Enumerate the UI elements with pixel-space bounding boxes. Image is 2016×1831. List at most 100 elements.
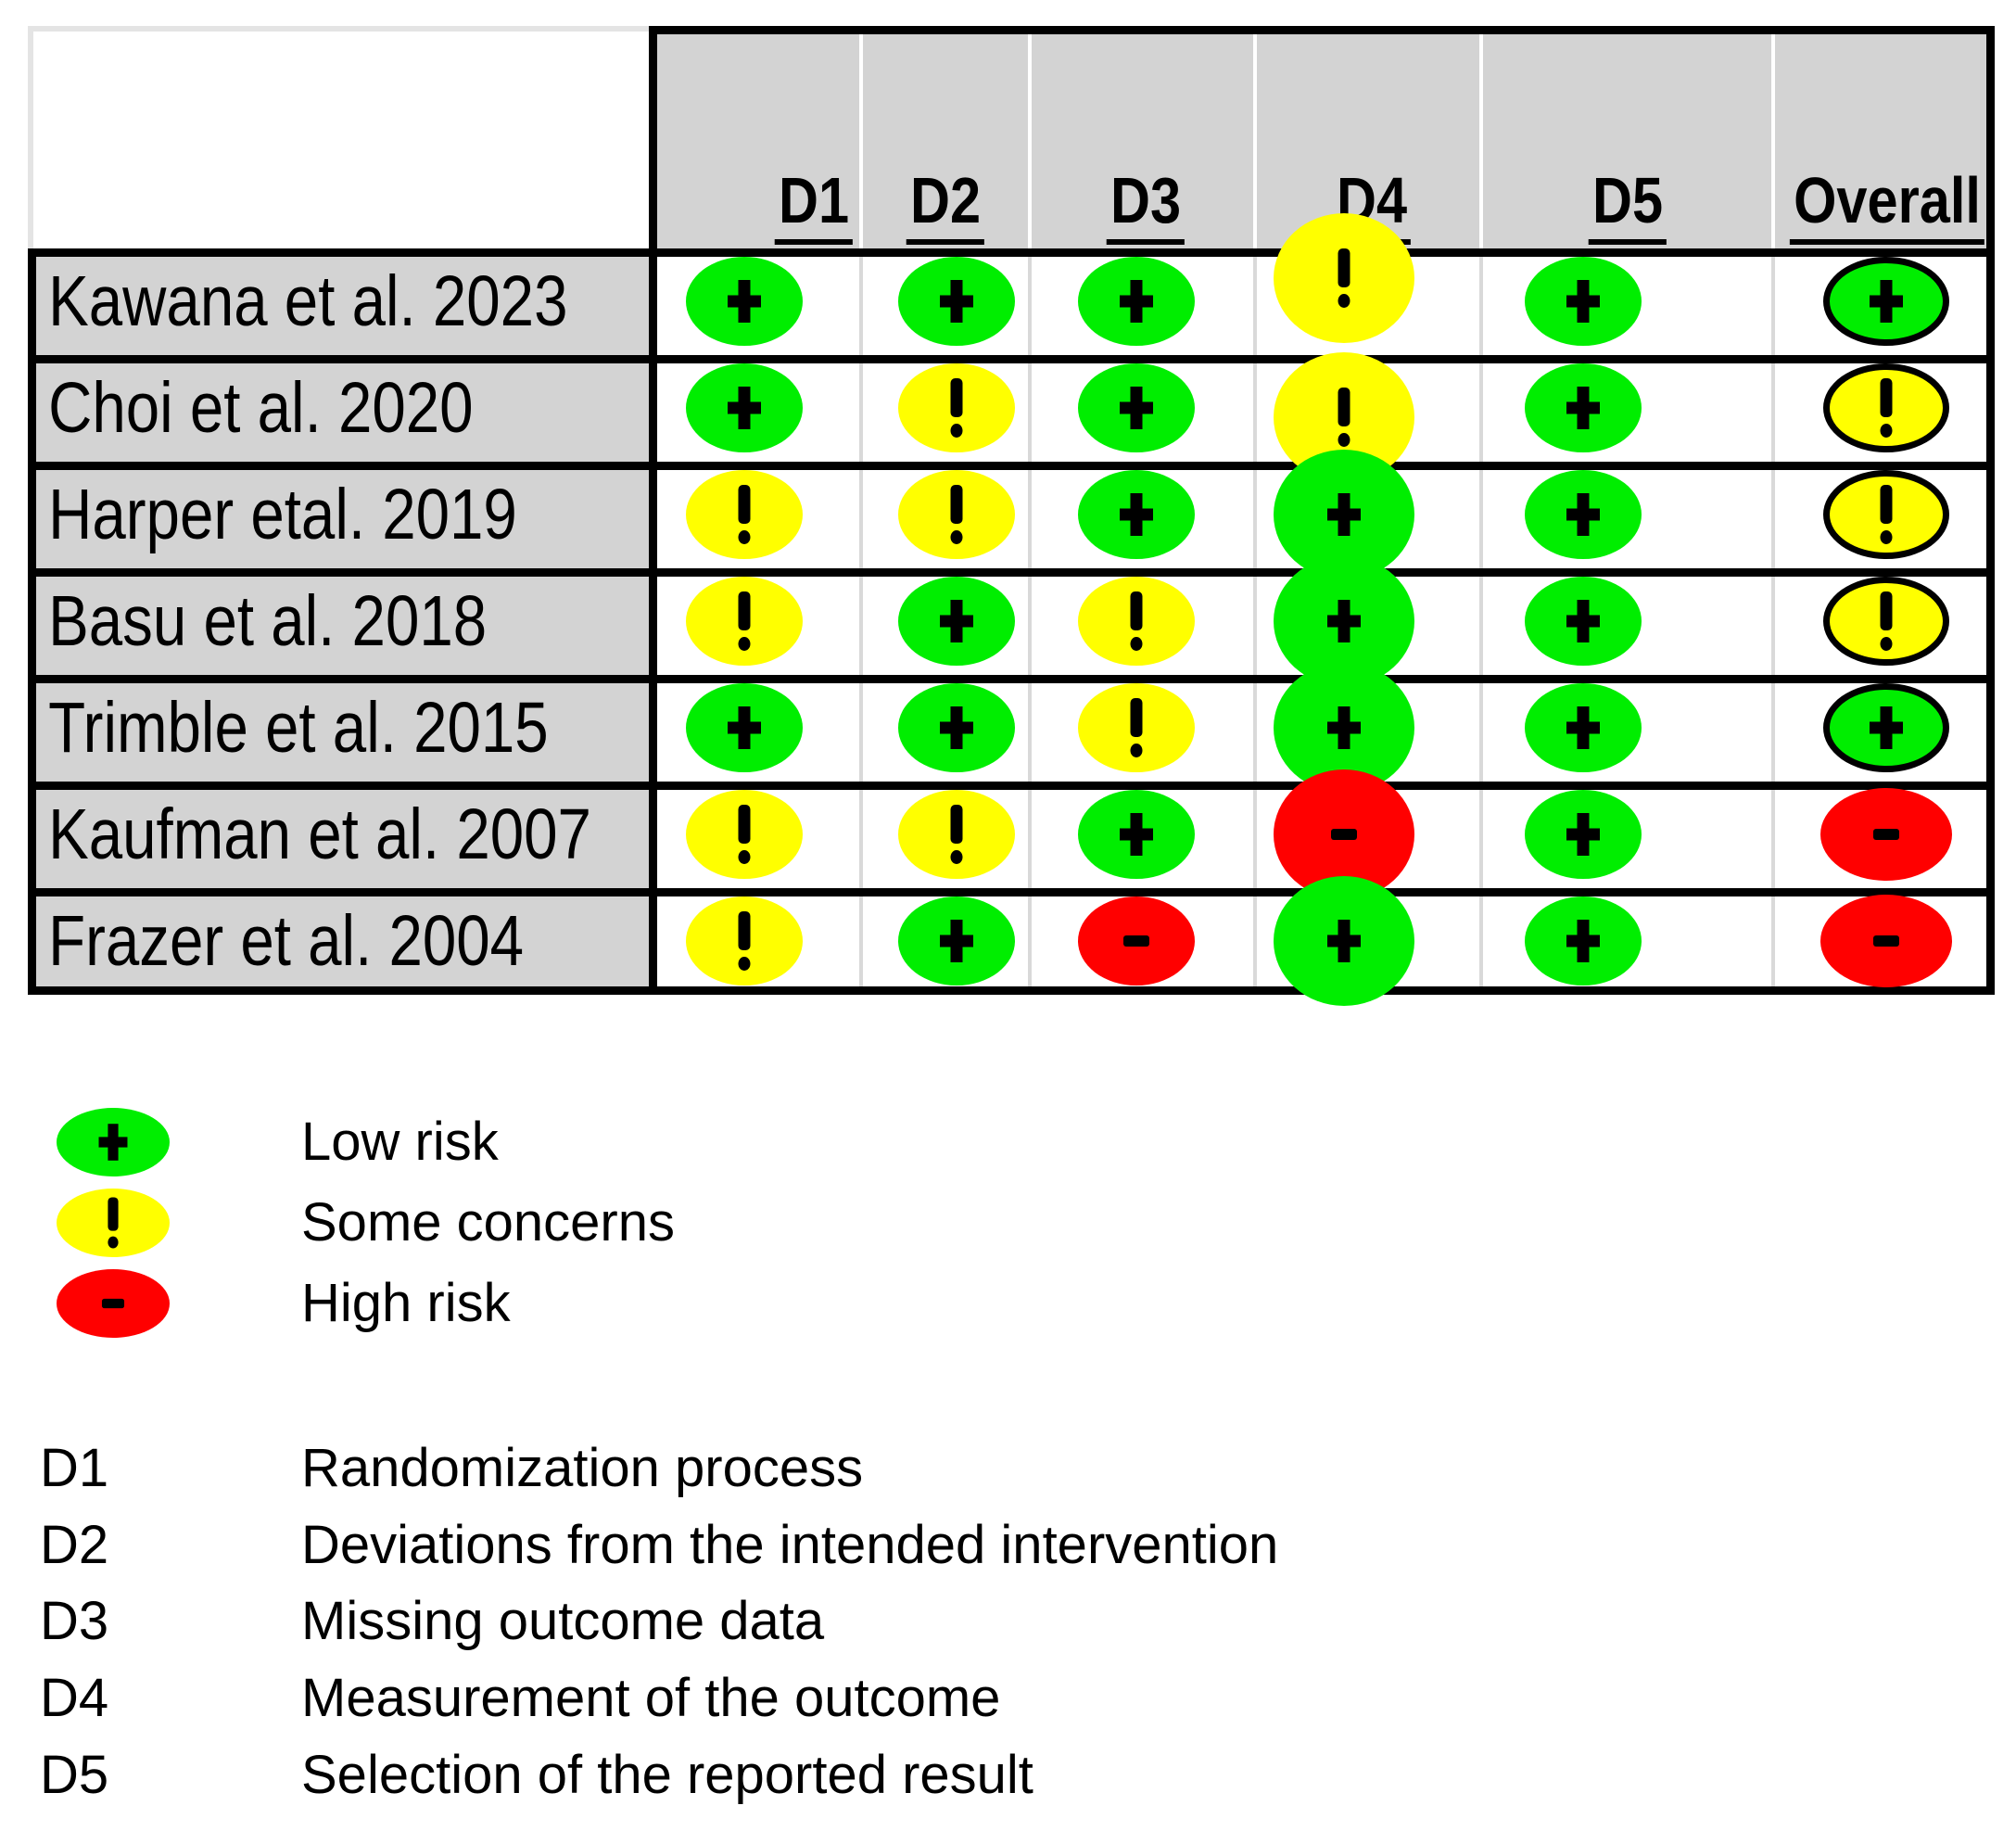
table-border [28,248,36,995]
rob-table: D1 D2 D3 D4 D5 Overall Kawana et al. 2023 Choi… [28,26,1995,1006]
plus-icon [1120,493,1153,536]
plus-icon [1327,600,1361,642]
judgement-low [686,257,803,346]
table-border [28,782,1995,790]
judgement-low [1078,470,1195,559]
minus-icon [1873,829,1899,840]
header-blank-cell [28,26,649,248]
overall-judgement-some [1823,470,1949,559]
table-row: Harper etal. 2019 [28,450,1995,579]
study-label: Trimble et al. 2015 [48,688,549,768]
overall-judgement-high [1820,895,1952,987]
exclamation-icon [950,805,963,864]
study-cell: Trimble et al. 2015 [28,675,649,782]
plus-icon [1120,813,1153,856]
table-border [28,568,1995,577]
judgement-low [1525,683,1642,772]
study-label: Kaufman et al. 2007 [48,795,591,874]
definition-id: D2 [40,1515,109,1575]
study-cell: Basu et al. 2018 [28,568,649,675]
judgement-low [1525,363,1642,452]
study-label: Frazer et al. 2004 [48,901,525,981]
judgement-some [898,363,1015,452]
judgement-low [898,577,1015,666]
study-cell: Kawana et al. 2023 [28,248,649,355]
minus-icon [1331,829,1357,840]
study-label: Kawana et al. 2023 [48,261,568,341]
exclamation-icon [1880,378,1893,438]
plus-icon [1120,387,1153,429]
column-header-label: D1 [774,168,854,245]
plus-icon [99,1124,128,1161]
exclamation-icon [738,485,751,544]
judgement-some [686,896,803,985]
legend-high-marker [57,1269,170,1338]
overall-judgement-low [1823,683,1949,772]
judgement-low [1078,257,1195,346]
judgement-low [1525,790,1642,879]
column-separator [859,34,863,248]
plus-icon [940,600,973,642]
study-label: Choi et al. 2020 [48,368,474,448]
exclamation-icon [108,1197,119,1248]
exclamation-icon [1130,698,1143,757]
plus-icon [1870,280,1903,323]
judgement-some [898,790,1015,879]
study-cell: Frazer et al. 2004 [28,888,649,995]
plus-icon [1120,280,1153,323]
plus-icon [728,280,761,323]
column-separator [1771,34,1775,248]
judgement-low [1525,896,1642,985]
judgement-some [686,470,803,559]
table-border [28,986,1995,995]
plus-icon [1327,493,1361,536]
definition-id: D5 [40,1745,109,1805]
table-row: Basu et al. 2018 [28,556,1995,686]
table-border [649,26,1995,34]
plus-icon [1566,280,1600,323]
exclamation-icon [738,591,751,651]
column-header-label: D5 [1588,168,1667,245]
table-row: Frazer et al. 2004 [28,876,1995,1006]
definition-text: Missing outcome data [301,1591,825,1651]
column-separator [859,257,863,986]
table-border [1986,26,1995,995]
column-header-label: D3 [1106,168,1186,245]
table-row: Choi et al. 2020 [28,352,1995,482]
exclamation-icon [950,378,963,438]
overall-judgement-some [1823,577,1949,666]
overall-judgement-some [1823,363,1949,452]
legend-some-marker [57,1189,170,1257]
table-border [28,248,1995,257]
judgement-low [1525,470,1642,559]
overall-judgement-low [1823,257,1949,346]
table-border [28,355,1995,363]
definition-text: Measurement of the outcome [301,1668,1001,1728]
minus-icon [1123,935,1149,947]
plus-icon [940,920,973,962]
study-cell: Kaufman et al. 2007 [28,782,649,888]
plus-icon [728,706,761,749]
table-row: Kaufman et al. 2007 [28,769,1995,899]
judgement-some [1078,683,1195,772]
table-row: Trimble et al. 2015 [28,663,1995,793]
overall-judgement-high [1820,788,1952,881]
definition-text: Selection of the reported result [301,1745,1033,1805]
column-separator [1771,257,1775,986]
exclamation-icon [1880,591,1893,651]
legend-label: High risk [301,1273,511,1333]
judgement-low [686,683,803,772]
plus-icon [940,280,973,323]
plus-icon [1566,706,1600,749]
legend-label: Some concerns [301,1192,675,1252]
plus-icon [1566,920,1600,962]
study-cell: Harper etal. 2019 [28,462,649,568]
definition-id: D1 [40,1438,109,1498]
header-band [649,26,1995,248]
plus-icon [1566,493,1600,536]
judgement-some [1274,213,1414,343]
definition-id: D4 [40,1668,109,1728]
column-separator [1479,34,1483,248]
column-separator [1253,34,1257,248]
column-separator [1253,257,1257,986]
